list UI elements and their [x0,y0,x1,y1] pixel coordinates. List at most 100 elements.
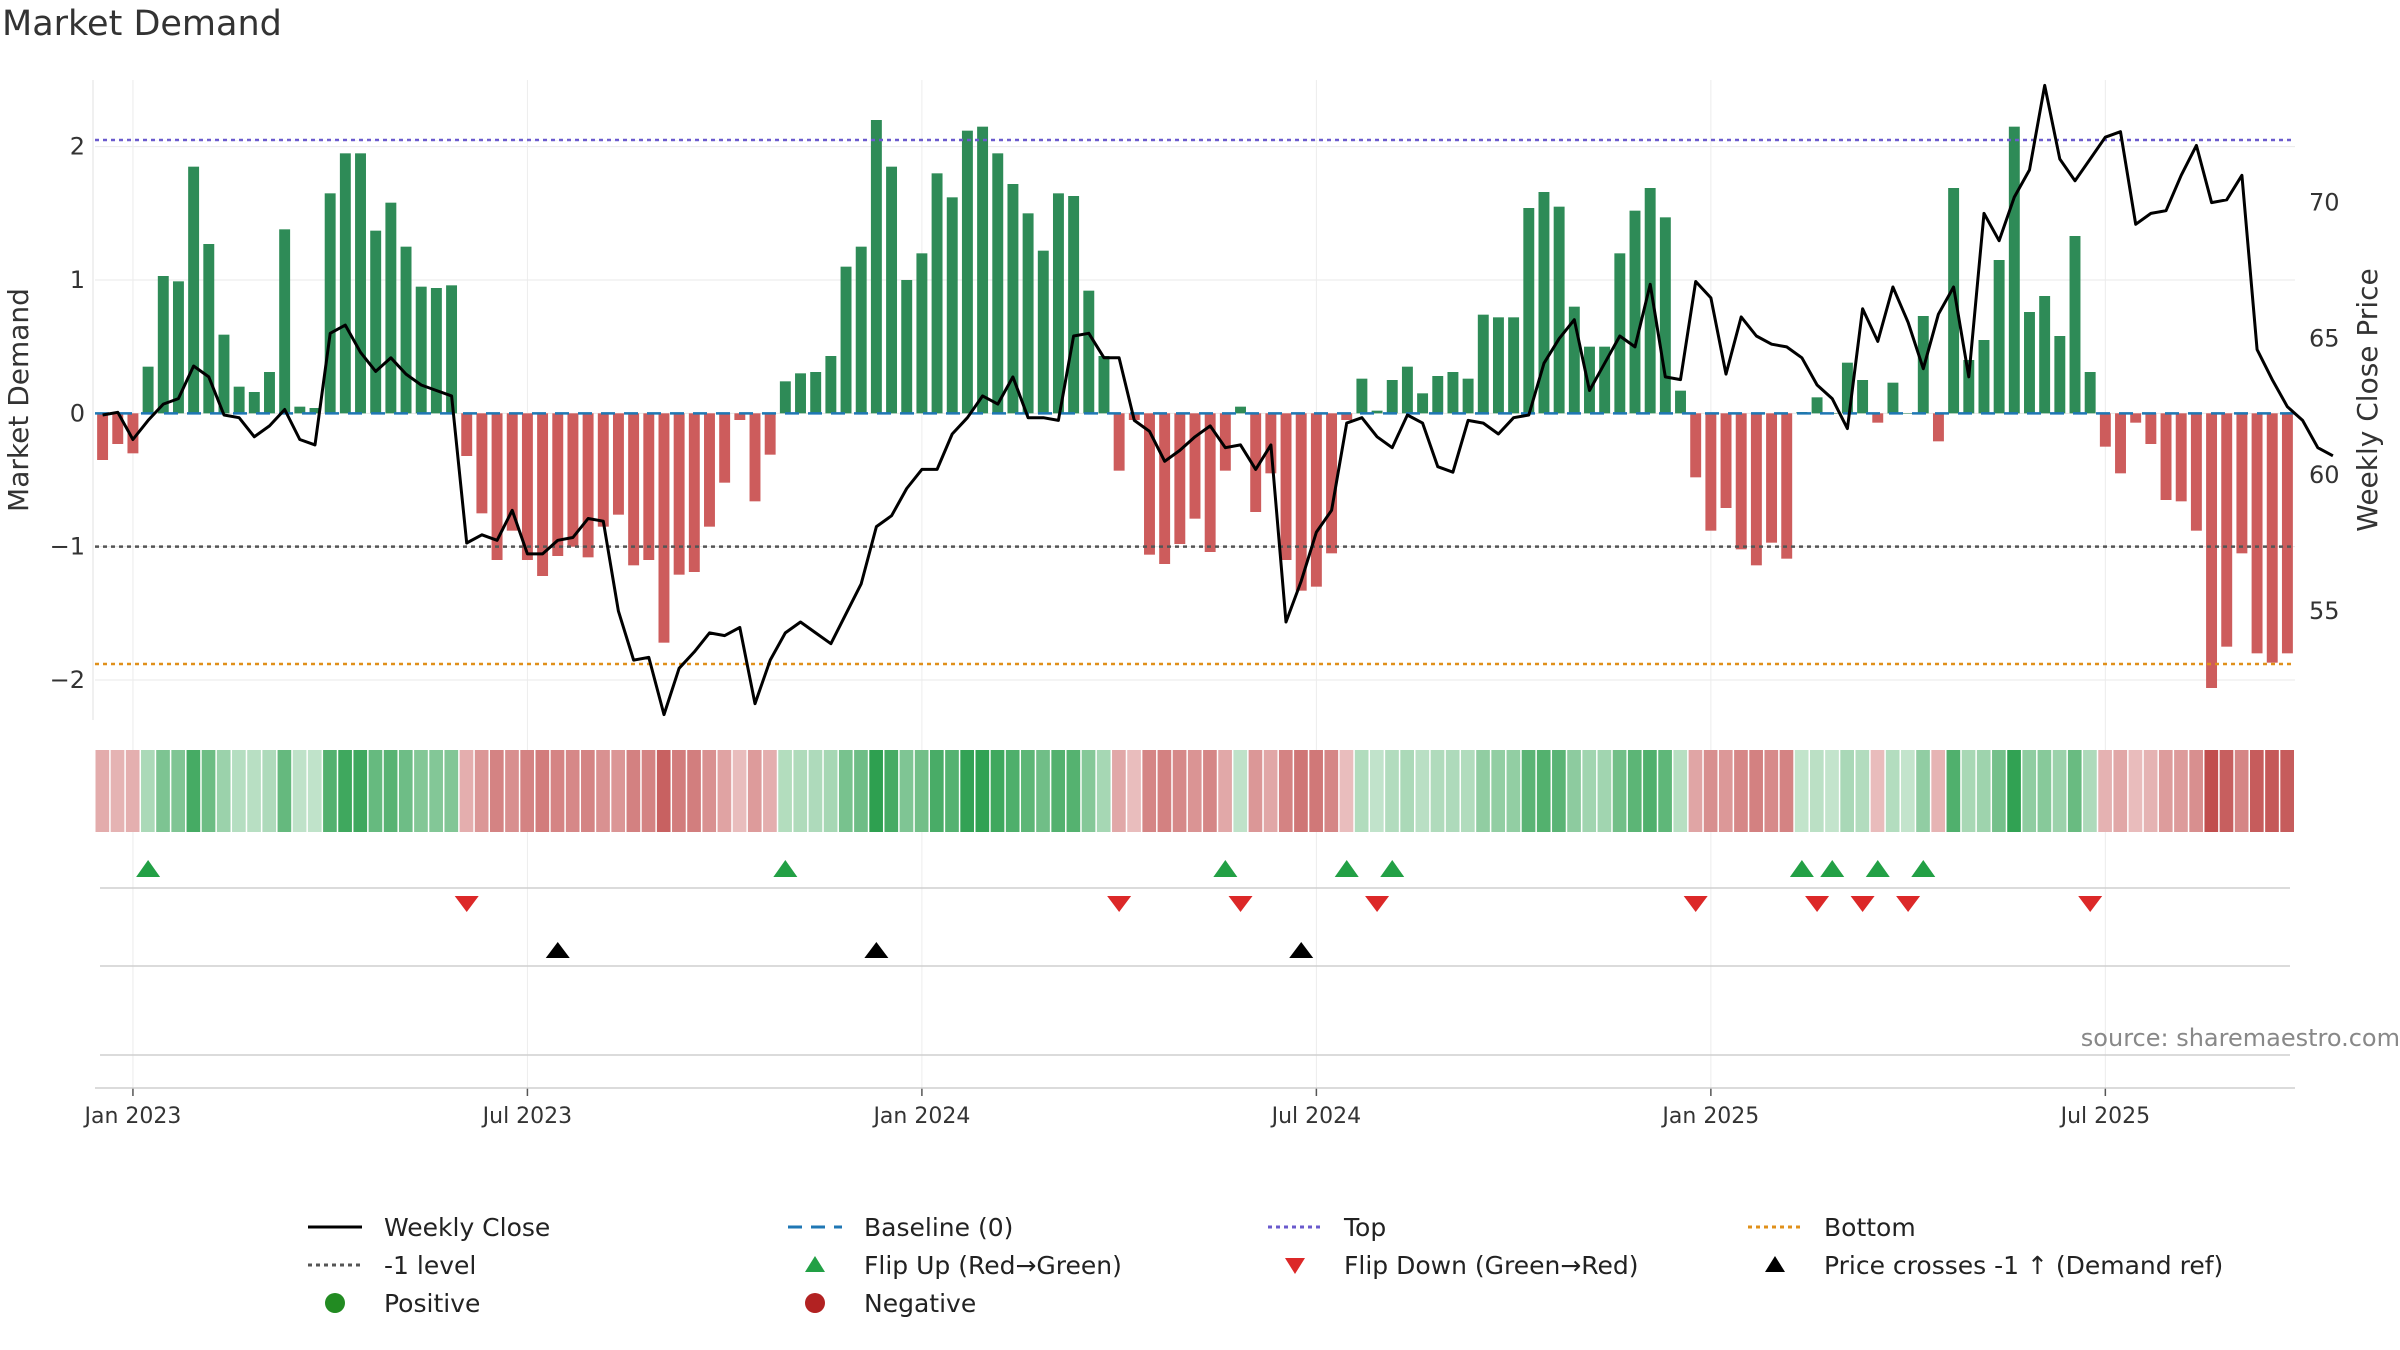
demand-bar [1250,413,1262,512]
flip-up-marker [1213,860,1238,877]
demand-bar [233,386,245,414]
demand-bar [2281,413,2293,654]
demand-bar [2008,126,2020,414]
demand-bar [643,413,655,560]
legend-label: Flip Down (Green→Red) [1344,1250,1639,1280]
flip-down-marker [1107,896,1132,912]
heat-cell [1885,750,1900,832]
heat-cell [505,750,519,832]
source-text: source: sharemaestro.com [2080,1024,2400,1052]
demand-bar [1720,413,1732,508]
dotted-line-icon [1748,1225,1802,1229]
demand-bar [810,372,822,414]
legend-item-flip-down: Flip Down (Green→Red) [1260,1250,1740,1280]
demand-bar [1932,413,1944,442]
demand-bar [1235,406,1246,414]
demand-bar [1887,382,1899,414]
legend-label: Top [1344,1212,1387,1242]
demand-bar [2266,413,2278,663]
demand-bar [1841,362,1853,414]
demand-bar [1144,413,1155,555]
demand-bar [552,413,564,556]
demand-bar [1553,206,1565,414]
heat-cell [641,750,656,832]
demand-bar [2054,336,2066,414]
heat-cell [854,750,868,832]
demand-bar [1189,413,1201,519]
demand-bar [127,413,139,454]
demand-bar [415,286,427,414]
demand-bar [2024,312,2035,414]
heat-cell [95,750,110,832]
demand-bar [1538,192,1550,414]
heat-cell [1354,750,1369,832]
heat-cell [1491,750,1506,832]
y-tick-label: −2 [50,666,85,694]
heat-cell [2037,750,2052,832]
heat-cell [247,750,261,832]
heat-cell [1764,750,1779,832]
flip-down-marker [1850,896,1875,912]
heat-cell [444,750,459,832]
heat-cell [1582,750,1597,832]
heat-cell [489,750,504,832]
heat-cell [2158,750,2173,832]
legend-label: -1 level [384,1250,477,1280]
demand-bar [1432,376,1444,414]
heat-cell [1127,750,1141,832]
heat-cell [1779,750,1794,832]
flip-down-marker [1896,896,1921,912]
heat-cell [581,750,595,832]
demand-bar [1098,356,1110,414]
legend-item-price-cross: Price crosses -1 ↑ (Demand ref) [1740,1250,2280,1280]
heat-cell [1521,750,1536,832]
heat-cell [808,750,823,832]
heat-cell [823,750,838,832]
heat-cell [110,750,125,832]
demand-bar [886,166,898,414]
heat-cell [1840,750,1854,832]
heat-cell [2249,750,2264,832]
demand-bar [840,266,852,414]
demand-bar [1113,413,1125,471]
demand-bar [567,413,579,547]
demand-bar [1599,346,1611,414]
heat-cell [1643,750,1657,832]
demand-bar [795,373,806,414]
flip-up-marker [1911,860,1936,877]
flip-down-marker [1683,896,1708,912]
heat-cell [763,750,777,832]
heat-cell [717,750,732,832]
demand-bar [1993,260,2005,414]
demand-bar [1523,208,1535,414]
heat-cell [793,750,808,832]
weekly-close-line [102,83,2334,717]
demand-bar [1705,413,1717,531]
demand-bar [1174,413,1186,544]
demand-bar [294,406,306,414]
flip-up-marker [136,860,161,877]
heat-cell [1324,750,1339,832]
demand-bar [597,413,609,527]
demand-bar [2099,413,2111,447]
heat-cell [884,750,899,832]
heat-cell [565,750,580,832]
demand-bar [719,413,731,483]
flip-down-marker [454,896,479,912]
demand-bar [2221,413,2233,647]
heat-cell [550,750,565,832]
legend-item-bottom: Bottom [1740,1212,2280,1242]
dotted-line-icon [308,1263,362,1267]
heat-cell [611,750,626,832]
demand-bar [825,356,837,414]
heat-cell [2143,750,2158,832]
heat-cell [1946,750,1961,832]
heat-cell [125,750,140,832]
demand-bar [1159,413,1171,564]
heat-cell [2067,750,2082,832]
x-tick-label: Jul 2023 [481,1104,573,1129]
heat-cell [1142,750,1157,832]
demand-bar [1629,210,1641,414]
demand-bar [1735,413,1747,550]
dotted-line-icon [1268,1225,1322,1229]
